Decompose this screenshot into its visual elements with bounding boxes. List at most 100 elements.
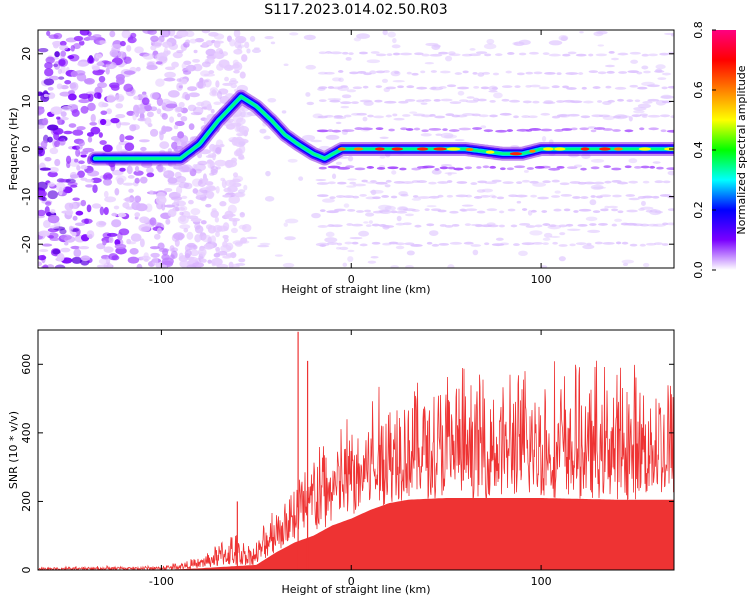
colorbar-ticks: 0.0 0.2 0.4 0.6 0.8 (692, 21, 716, 279)
harmonic-blob (414, 224, 422, 228)
noise-blob (440, 164, 452, 167)
harmonic-blob (565, 72, 579, 75)
noise-blob (203, 73, 216, 77)
harmonic-blob (562, 85, 569, 89)
harmonic-blob (526, 167, 534, 170)
noise-blob (179, 224, 191, 230)
noise-blob (162, 50, 169, 57)
harmonic-blob (448, 53, 461, 57)
harmonic-blob (529, 51, 539, 55)
noise-blob (189, 38, 198, 44)
noise-blob (157, 163, 164, 173)
noise-blob (347, 256, 354, 263)
noise-blob (215, 247, 220, 252)
harmonic-blob (476, 166, 482, 169)
noise-blob (190, 112, 202, 116)
noise-blob (60, 50, 67, 57)
harmonic-blob (637, 86, 648, 90)
spectrogram-y-tick-label: 0 (20, 146, 33, 153)
harmonic-blob (521, 115, 531, 118)
noise-blob (335, 121, 342, 125)
harmonic-blob (519, 222, 531, 226)
noise-blob (80, 150, 89, 155)
harmonic-blob (510, 224, 518, 228)
noise-blob (604, 205, 609, 209)
harmonic-blob (374, 99, 383, 103)
noise-blob (298, 176, 304, 181)
harmonic-blob (439, 166, 449, 170)
harmonic-blob (498, 224, 505, 228)
harmonic-blob (661, 86, 668, 90)
noise-blob (222, 241, 228, 248)
noise-blob (47, 86, 54, 91)
harmonic-blob (612, 194, 622, 198)
noise-blob (38, 254, 47, 261)
harmonic-blob (525, 71, 534, 75)
noise-blob (201, 61, 211, 68)
noise-blob (206, 186, 217, 192)
harmonic-blob (406, 85, 415, 89)
noise-blob (622, 262, 629, 267)
noise-blob (175, 185, 183, 195)
noise-blob (99, 140, 107, 145)
noise-blob (218, 59, 230, 68)
noise-blob (102, 174, 108, 180)
harmonic-blob (529, 180, 539, 184)
harmonic-blob (331, 86, 343, 90)
harmonic-blob (340, 85, 348, 88)
noise-blob (643, 262, 650, 268)
noise-blob (346, 185, 357, 188)
noise-blob (212, 151, 217, 161)
harmonic-blob (399, 167, 407, 171)
noise-blob (206, 159, 213, 164)
harmonic-blob (654, 180, 664, 184)
noise-blob (549, 235, 561, 238)
noise-blob (119, 133, 125, 143)
noise-blob (87, 136, 93, 143)
noise-blob (206, 190, 214, 200)
noise-blob (614, 218, 623, 222)
noise-blob (270, 41, 276, 45)
noise-blob (84, 179, 94, 183)
noise-blob (130, 233, 142, 242)
noise-blob (52, 40, 63, 47)
noise-blob (171, 61, 179, 68)
noise-blob (217, 91, 223, 100)
harmonic-blob (647, 98, 660, 102)
noise-blob (461, 204, 474, 207)
harmonic-blob (505, 70, 512, 74)
noise-blob (75, 148, 81, 157)
noise-blob (84, 218, 89, 225)
harmonic-blob (359, 99, 373, 103)
harmonic-blob (593, 127, 606, 130)
harmonic-blob (626, 99, 634, 103)
harmonic-blob (559, 182, 570, 186)
noise-blob (205, 203, 212, 208)
noise-blob (50, 106, 63, 115)
harmonic-blob (612, 129, 621, 132)
harmonic-blob (548, 167, 561, 171)
harmonic-blob (383, 100, 397, 104)
noise-blob (621, 259, 635, 264)
noise-blob (68, 93, 77, 101)
harmonic-blob (667, 85, 674, 89)
harmonic-blob (631, 114, 642, 118)
noise-blob (187, 86, 198, 92)
ridge-hotspot (599, 147, 611, 151)
spectrogram-y-tick-label: 20 (20, 47, 33, 61)
harmonic-blob (627, 70, 639, 74)
noise-blob (165, 218, 171, 225)
noise-blob (141, 97, 150, 106)
harmonic-blob (351, 241, 359, 245)
noise-blob (347, 155, 354, 162)
harmonic-blob (324, 114, 334, 118)
noise-blob (72, 129, 84, 136)
noise-blob (103, 246, 114, 253)
noise-blob (405, 213, 414, 217)
harmonic-blob (318, 86, 328, 90)
harmonic-blob (449, 101, 462, 105)
harmonic-blob (345, 165, 355, 169)
noise-blob (54, 264, 66, 268)
noise-blob (129, 124, 137, 132)
noise-blob (47, 190, 58, 200)
